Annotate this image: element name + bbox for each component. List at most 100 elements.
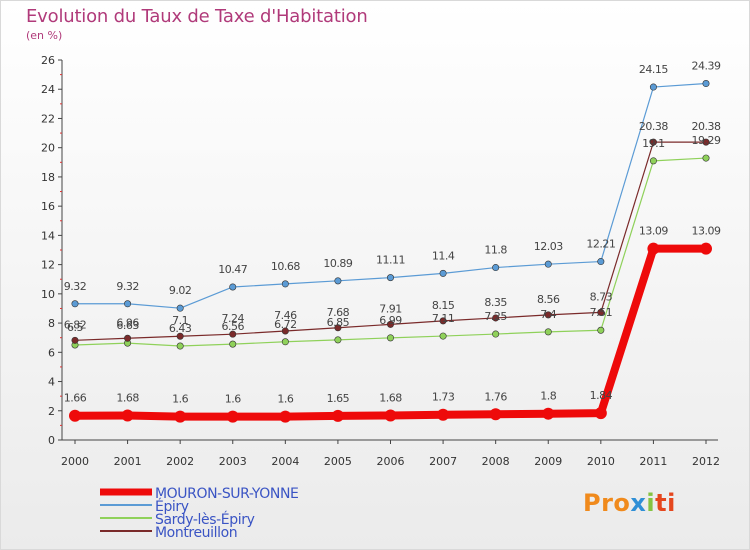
data-point: [597, 308, 605, 316]
y-tick-label: 4: [48, 376, 55, 389]
data-label: 24.15: [639, 63, 668, 76]
x-tick-label: 2001: [114, 455, 142, 468]
data-label: 8.56: [537, 293, 560, 306]
data-point: [176, 342, 184, 350]
legend-label: Sardy-lès-Épiry: [155, 511, 255, 528]
y-tick-label: 8: [48, 317, 55, 330]
y-tick-label: 0: [48, 434, 55, 447]
data-label: 6.85: [327, 316, 350, 329]
data-point: [489, 408, 502, 421]
data-point: [281, 338, 289, 346]
data-point: [439, 317, 447, 325]
legend-label: MOURON-SUR-YONNE: [155, 486, 299, 502]
data-label: 6.82: [64, 318, 87, 331]
data-point: [702, 80, 710, 88]
x-tick-label: 2002: [166, 455, 194, 468]
data-label: 7.91: [379, 302, 402, 315]
y-axis-unit-label: (en %): [26, 29, 63, 42]
data-point: [176, 304, 184, 312]
data-point: [439, 269, 447, 277]
data-label: 7.25: [484, 310, 507, 323]
data-point: [121, 409, 134, 422]
data-point: [386, 334, 394, 342]
data-point: [334, 324, 342, 332]
data-label: 13.09: [692, 225, 721, 238]
data-label: 6.72: [274, 318, 297, 331]
data-point: [492, 314, 500, 322]
data-label: 8.35: [484, 296, 507, 309]
data-point: [281, 280, 289, 288]
x-tick-label: 2004: [271, 455, 299, 468]
data-label: 6.56: [222, 320, 245, 333]
x-tick-label: 2008: [482, 455, 510, 468]
data-label: 1.6: [225, 393, 241, 406]
x-tick-label: 2000: [61, 455, 89, 468]
data-point: [702, 154, 710, 162]
data-label: 1.8: [540, 390, 556, 403]
data-point: [544, 311, 552, 319]
data-label: 1.68: [116, 391, 139, 404]
data-point: [226, 410, 239, 423]
data-point: [384, 409, 397, 422]
x-tick-label: 2007: [429, 455, 457, 468]
data-point: [386, 274, 394, 282]
x-tick-label: 2009: [534, 455, 562, 468]
data-point: [647, 242, 660, 255]
data-label: 8.73: [590, 290, 613, 303]
data-label: 1.65: [327, 392, 350, 405]
data-label: 9.02: [169, 284, 192, 297]
chart-title: Evolution du Taux de Taxe d'Habitation: [26, 6, 368, 27]
data-label: 19.1: [642, 137, 665, 150]
data-label: 11.8: [484, 244, 507, 257]
data-point: [281, 327, 289, 335]
data-point: [649, 157, 657, 165]
x-tick-label: 2011: [639, 455, 667, 468]
data-label: 8.15: [432, 299, 455, 312]
data-label: 9.32: [64, 280, 87, 293]
x-tick-label: 2010: [587, 455, 615, 468]
y-tick-label: 6: [48, 346, 55, 359]
data-label: 7.46: [274, 309, 297, 322]
data-label: 6.63: [116, 319, 139, 332]
data-label: 10.89: [323, 257, 352, 270]
data-label: 7.1: [172, 314, 188, 327]
y-tick-label: 22: [41, 112, 55, 125]
data-point: [439, 332, 447, 340]
data-label: 10.68: [271, 260, 300, 273]
data-point: [597, 258, 605, 266]
data-label: 7.4: [540, 308, 556, 321]
x-tick-label: 2012: [692, 455, 720, 468]
data-label: 6.5: [67, 321, 83, 334]
x-tick-label: 2003: [219, 455, 247, 468]
data-label: 6.96: [116, 316, 139, 329]
data-point: [594, 407, 607, 420]
data-point: [69, 409, 81, 422]
proxiti-logo: Proxiti: [583, 489, 676, 517]
y-tick-label: 26: [41, 54, 55, 67]
data-label: 6.43: [169, 322, 192, 335]
data-label: 20.38: [692, 120, 721, 133]
data-point: [176, 332, 184, 340]
data-point: [702, 138, 710, 146]
data-point: [334, 336, 342, 344]
data-label: 1.84: [590, 389, 613, 402]
data-label: 1.68: [379, 391, 402, 404]
y-tick-label: 20: [41, 142, 55, 155]
data-point: [174, 410, 187, 423]
data-point: [124, 334, 132, 342]
data-point: [124, 300, 132, 308]
data-point: [279, 410, 292, 423]
y-tick-label: 18: [41, 171, 55, 184]
data-point: [229, 340, 237, 348]
data-label: 13.09: [639, 225, 668, 238]
data-point: [331, 409, 344, 422]
data-point: [492, 330, 500, 338]
data-point: [597, 326, 605, 334]
legend-label: Épiry: [155, 498, 189, 515]
data-point: [544, 260, 552, 268]
x-tick-label: 2006: [377, 455, 405, 468]
y-tick-label: 24: [41, 83, 55, 96]
data-point: [229, 283, 237, 291]
